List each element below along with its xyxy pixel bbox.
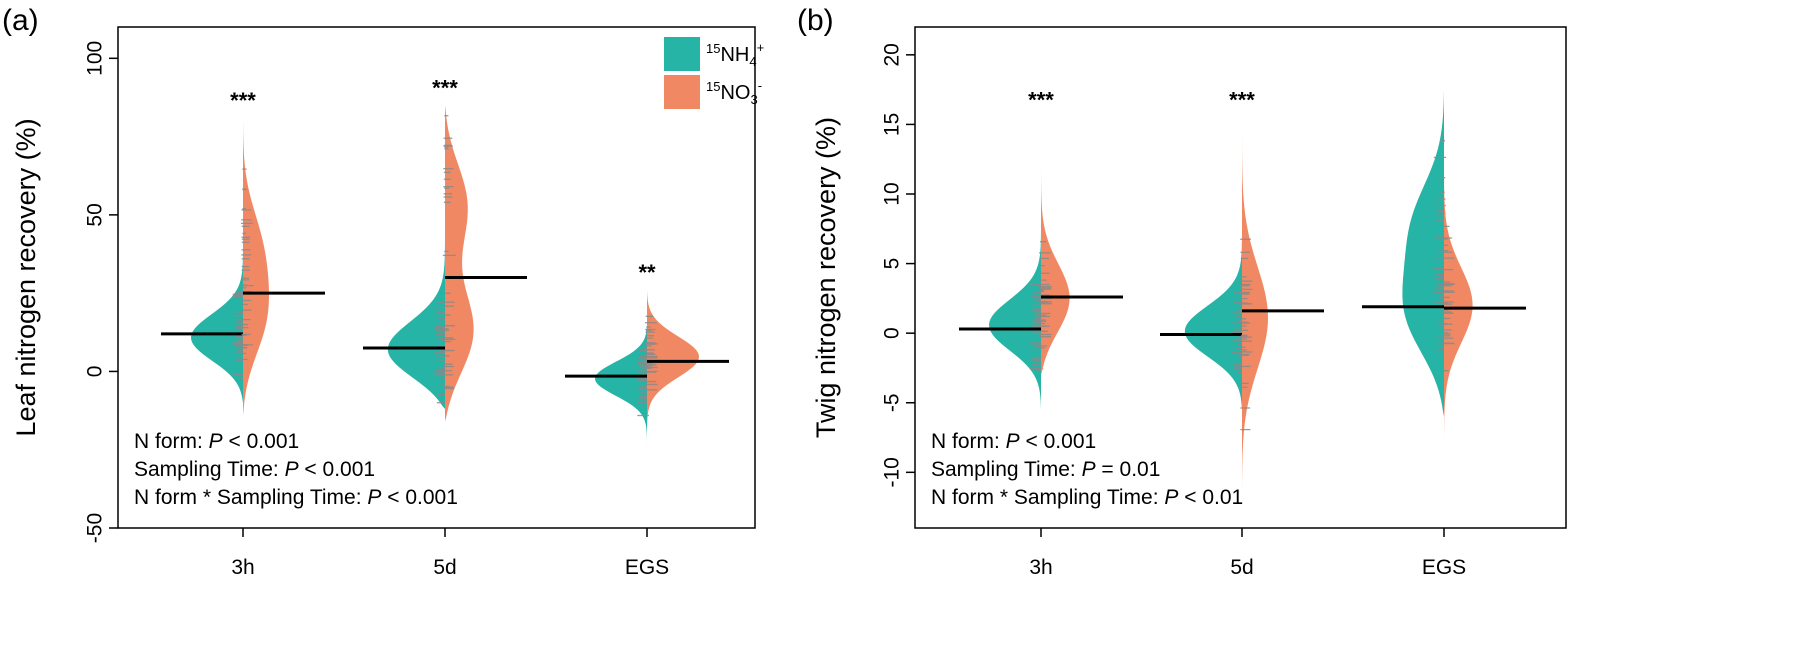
legend: 15NH4+15NO3- [664,37,764,109]
stats-op: = [1096,458,1120,481]
legend-charge: + [757,40,765,55]
x-tick-label: 3h [1029,556,1052,579]
y-tick-label: 50 [84,203,107,226]
legend-label-nh4: 15NH4+ [706,40,764,69]
stats-line: N form * Sampling Time: P < 0.001 [134,486,458,509]
stats-line: Sampling Time: P = 0.01 [931,458,1160,481]
plot-frame [117,26,756,529]
y-tick-label: -10 [881,457,904,487]
legend-base: NH [720,44,749,66]
stats-value: 0.001 [323,458,376,481]
stats-prefix: Sampling Time: [931,458,1082,481]
stats-line: N form: P < 0.001 [134,430,299,453]
violin-half [191,230,243,403]
stats-p: P [285,458,299,481]
significance-label: *** [230,88,256,113]
significance-label: ** [638,260,656,285]
violin-half [1444,166,1473,445]
stats-op: < [299,458,323,481]
x-tick-label: EGS [625,556,669,579]
y-axis-label: Leaf nitrogen recovery (%) [11,118,41,436]
stats-value: 0.001 [405,486,458,509]
violin-half [243,117,269,416]
legend-label-no3: 15NO3- [706,78,762,107]
stats-prefix: N form * Sampling Time: [931,486,1164,509]
jitter-group [442,115,456,390]
stats-prefix: N form * Sampling Time: [134,486,367,509]
violin-half [1184,221,1242,410]
y-tick-label: 20 [881,43,904,66]
stats-line: N form * Sampling Time: P < 0.01 [931,486,1243,509]
legend-charge: - [758,78,762,93]
y-tick-label: 100 [84,41,107,76]
significance-label: *** [432,75,458,100]
y-tick-label: -50 [84,513,107,543]
legend-subscript: 4 [749,54,756,69]
x-tick-label: 3h [231,556,254,579]
panel-leaf-recovery: -50 0 50 100 3h 5d EGS Leaf nitrogen recovery (… [2,4,764,579]
stats-op: < [223,430,247,453]
legend-isotope: 15 [706,79,720,94]
significance-label: *** [1028,87,1054,112]
stats-op: < [1020,430,1044,453]
stats-prefix: N form: [134,430,209,453]
legend-subscript: 3 [750,92,757,107]
significance-label: *** [1229,87,1255,112]
panel-label: (a) [2,4,39,37]
y-axis-label: Twig nitrogen recovery (%) [811,117,841,438]
stats-p: P [209,430,223,453]
stats-op: < [1178,486,1202,509]
violin-half [387,199,445,410]
y-tick-label: 10 [881,182,904,205]
jitter-group [1441,225,1455,372]
stats-op: < [381,486,405,509]
y-tick-label: 0 [84,366,107,378]
x-tick-label: 5d [1230,556,1253,579]
y-tick-label: 15 [881,113,904,136]
stats-prefix: N form: [931,430,1006,453]
stats-p: P [1082,458,1096,481]
legend-swatch-nh4 [664,37,700,71]
stats-p: P [1006,430,1020,453]
plot-frame [914,26,1567,529]
stats-p: P [1164,486,1178,509]
violin-half [647,290,699,441]
stats-line: N form: P < 0.001 [931,430,1096,453]
violin-half [445,105,474,422]
x-tick-label: EGS [1422,556,1466,579]
y-tick-label: -5 [881,393,904,412]
jitter-group [1239,238,1253,431]
panel-label: (b) [797,4,834,37]
violin-half [1242,117,1268,494]
stats-value: 0.001 [247,430,300,453]
stats-value: 0.01 [1120,458,1161,481]
jitter-group [644,315,658,391]
x-tick-label: 5d [433,556,456,579]
violin-half [989,221,1041,410]
stats-p: P [367,486,381,509]
jitter-group [240,168,254,361]
legend-base: NO [720,82,750,104]
legend-isotope: 15 [706,41,720,56]
y-tick-label: 5 [881,258,904,270]
stats-prefix: Sampling Time: [134,458,285,481]
stats-line: Sampling Time: P < 0.001 [134,458,375,481]
legend-swatch-no3 [664,75,700,109]
panel-twig-recovery: -10 -5 0 5 10 15 20 3h 5d EGS Twig nitrogen recove… [797,4,1567,579]
violin-half [1402,89,1444,417]
stats-value: 0.01 [1202,486,1243,509]
stats-value: 0.001 [1044,430,1097,453]
violin-half [595,324,647,450]
violin-half [1041,117,1070,375]
y-tick-label: 0 [881,327,904,339]
